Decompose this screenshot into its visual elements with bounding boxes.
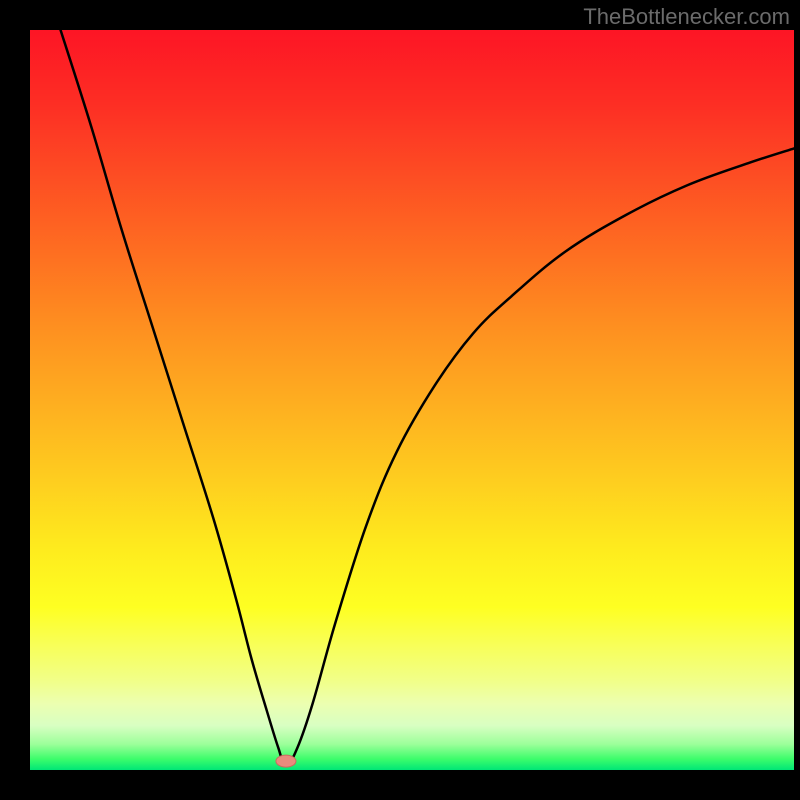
- chart-container: TheBottlenecker.com: [0, 0, 800, 800]
- plot-background: [30, 30, 794, 770]
- bottleneck-chart: [0, 0, 800, 800]
- watermark-text: TheBottlenecker.com: [583, 4, 790, 30]
- minimum-marker: [276, 755, 296, 767]
